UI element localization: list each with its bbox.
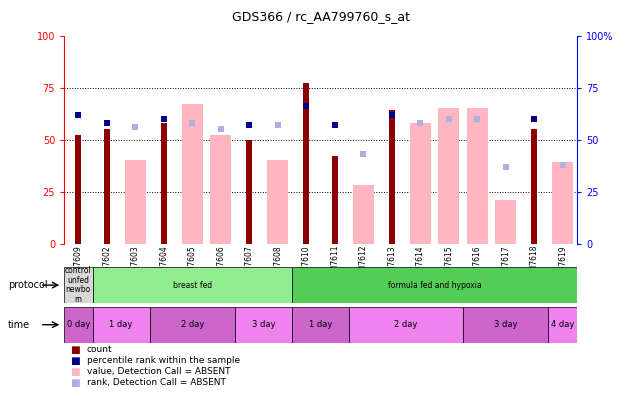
Bar xyxy=(92,267,292,303)
Text: 3 day: 3 day xyxy=(252,320,275,329)
Bar xyxy=(92,307,149,343)
Point xyxy=(329,122,340,128)
Text: ■: ■ xyxy=(71,378,80,388)
Text: 2 day: 2 day xyxy=(394,320,418,329)
Bar xyxy=(353,185,374,244)
Text: 1 day: 1 day xyxy=(309,320,332,329)
Bar xyxy=(495,200,517,244)
Bar xyxy=(104,129,110,244)
Point xyxy=(187,120,197,126)
Bar xyxy=(292,267,577,303)
Bar xyxy=(531,129,537,244)
Point xyxy=(415,120,426,126)
Text: ■: ■ xyxy=(71,356,80,366)
Bar xyxy=(210,135,231,244)
Point xyxy=(444,116,454,122)
Bar xyxy=(467,109,488,244)
Text: protocol: protocol xyxy=(8,280,47,290)
Bar xyxy=(235,307,292,343)
Bar xyxy=(181,104,203,244)
Bar xyxy=(410,123,431,244)
Bar xyxy=(463,307,549,343)
Bar xyxy=(64,267,92,303)
Bar xyxy=(438,109,460,244)
Text: time: time xyxy=(8,320,30,330)
Point xyxy=(301,103,312,109)
Text: percentile rank within the sample: percentile rank within the sample xyxy=(87,356,240,365)
Point xyxy=(73,111,83,118)
Point xyxy=(159,116,169,122)
Point xyxy=(130,124,140,130)
Text: ■: ■ xyxy=(71,345,80,355)
Bar xyxy=(161,123,167,244)
Point xyxy=(387,111,397,118)
Point xyxy=(272,122,283,128)
Point xyxy=(358,151,369,157)
Bar xyxy=(388,110,395,244)
Text: 4 day: 4 day xyxy=(551,320,574,329)
Text: formula fed and hypoxia: formula fed and hypoxia xyxy=(388,281,481,289)
Text: ■: ■ xyxy=(71,367,80,377)
Bar xyxy=(149,307,235,343)
Bar xyxy=(124,160,146,244)
Bar xyxy=(292,307,349,343)
Text: 1 day: 1 day xyxy=(110,320,133,329)
Text: GDS366 / rc_AA799760_s_at: GDS366 / rc_AA799760_s_at xyxy=(231,10,410,23)
Text: count: count xyxy=(87,345,112,354)
Point xyxy=(244,122,254,128)
Bar xyxy=(552,162,573,244)
Text: breast fed: breast fed xyxy=(172,281,212,289)
Bar xyxy=(349,307,463,343)
Bar xyxy=(331,156,338,244)
Text: 2 day: 2 day xyxy=(181,320,204,329)
Point xyxy=(102,120,112,126)
Bar xyxy=(549,307,577,343)
Text: value, Detection Call = ABSENT: value, Detection Call = ABSENT xyxy=(87,367,230,376)
Text: 3 day: 3 day xyxy=(494,320,517,329)
Bar xyxy=(246,139,253,244)
Point xyxy=(215,126,226,132)
Text: control
unfed
newbo
rn: control unfed newbo rn xyxy=(65,266,92,304)
Point xyxy=(501,164,511,170)
Bar xyxy=(64,307,92,343)
Text: rank, Detection Call = ABSENT: rank, Detection Call = ABSENT xyxy=(87,379,226,387)
Point xyxy=(558,161,568,168)
Point xyxy=(529,116,539,122)
Bar xyxy=(75,135,81,244)
Bar xyxy=(303,84,310,244)
Point xyxy=(472,116,482,122)
Bar xyxy=(267,160,288,244)
Text: 0 day: 0 day xyxy=(67,320,90,329)
